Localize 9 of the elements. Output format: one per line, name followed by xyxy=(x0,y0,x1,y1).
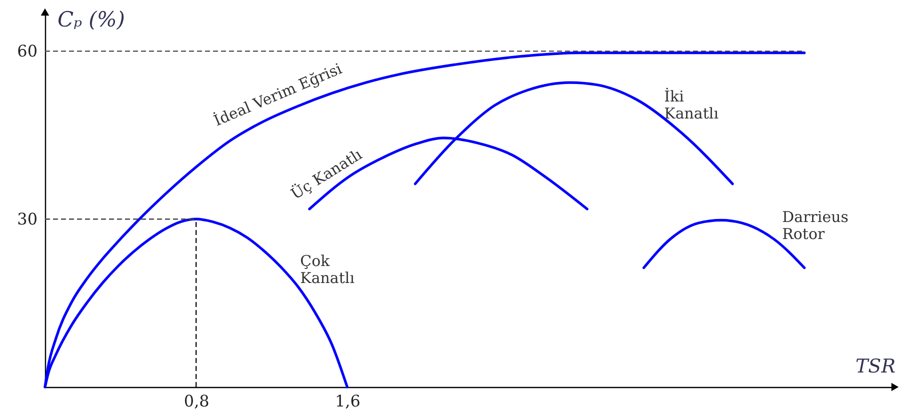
x-axis-title: TSR xyxy=(856,356,896,378)
y-tick-label: 60 xyxy=(17,42,38,61)
series-label: İki Kanatlı xyxy=(664,87,719,122)
x-tick-label: 1,6 xyxy=(334,392,360,410)
y-axis-title: Cₚ (%) xyxy=(58,8,125,32)
x-tick-label: 0,8 xyxy=(184,392,210,410)
y-tick-label: 30 xyxy=(17,210,38,229)
series-label: Darrieus Rotor xyxy=(782,208,848,244)
series-label: Çok Kanatlı xyxy=(300,252,355,287)
